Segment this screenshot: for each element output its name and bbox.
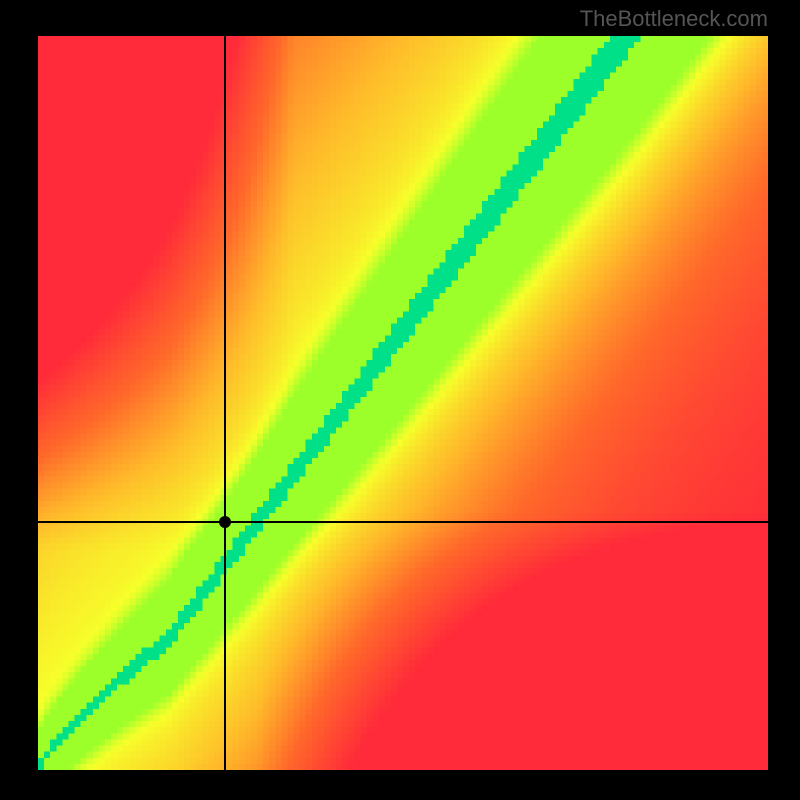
crosshair-vertical (224, 36, 226, 770)
chart-container: TheBottleneck.com (0, 0, 800, 800)
watermark-text: TheBottleneck.com (580, 6, 768, 32)
marker-point (219, 516, 231, 528)
heatmap-canvas (38, 36, 768, 770)
crosshair-horizontal (38, 521, 768, 523)
